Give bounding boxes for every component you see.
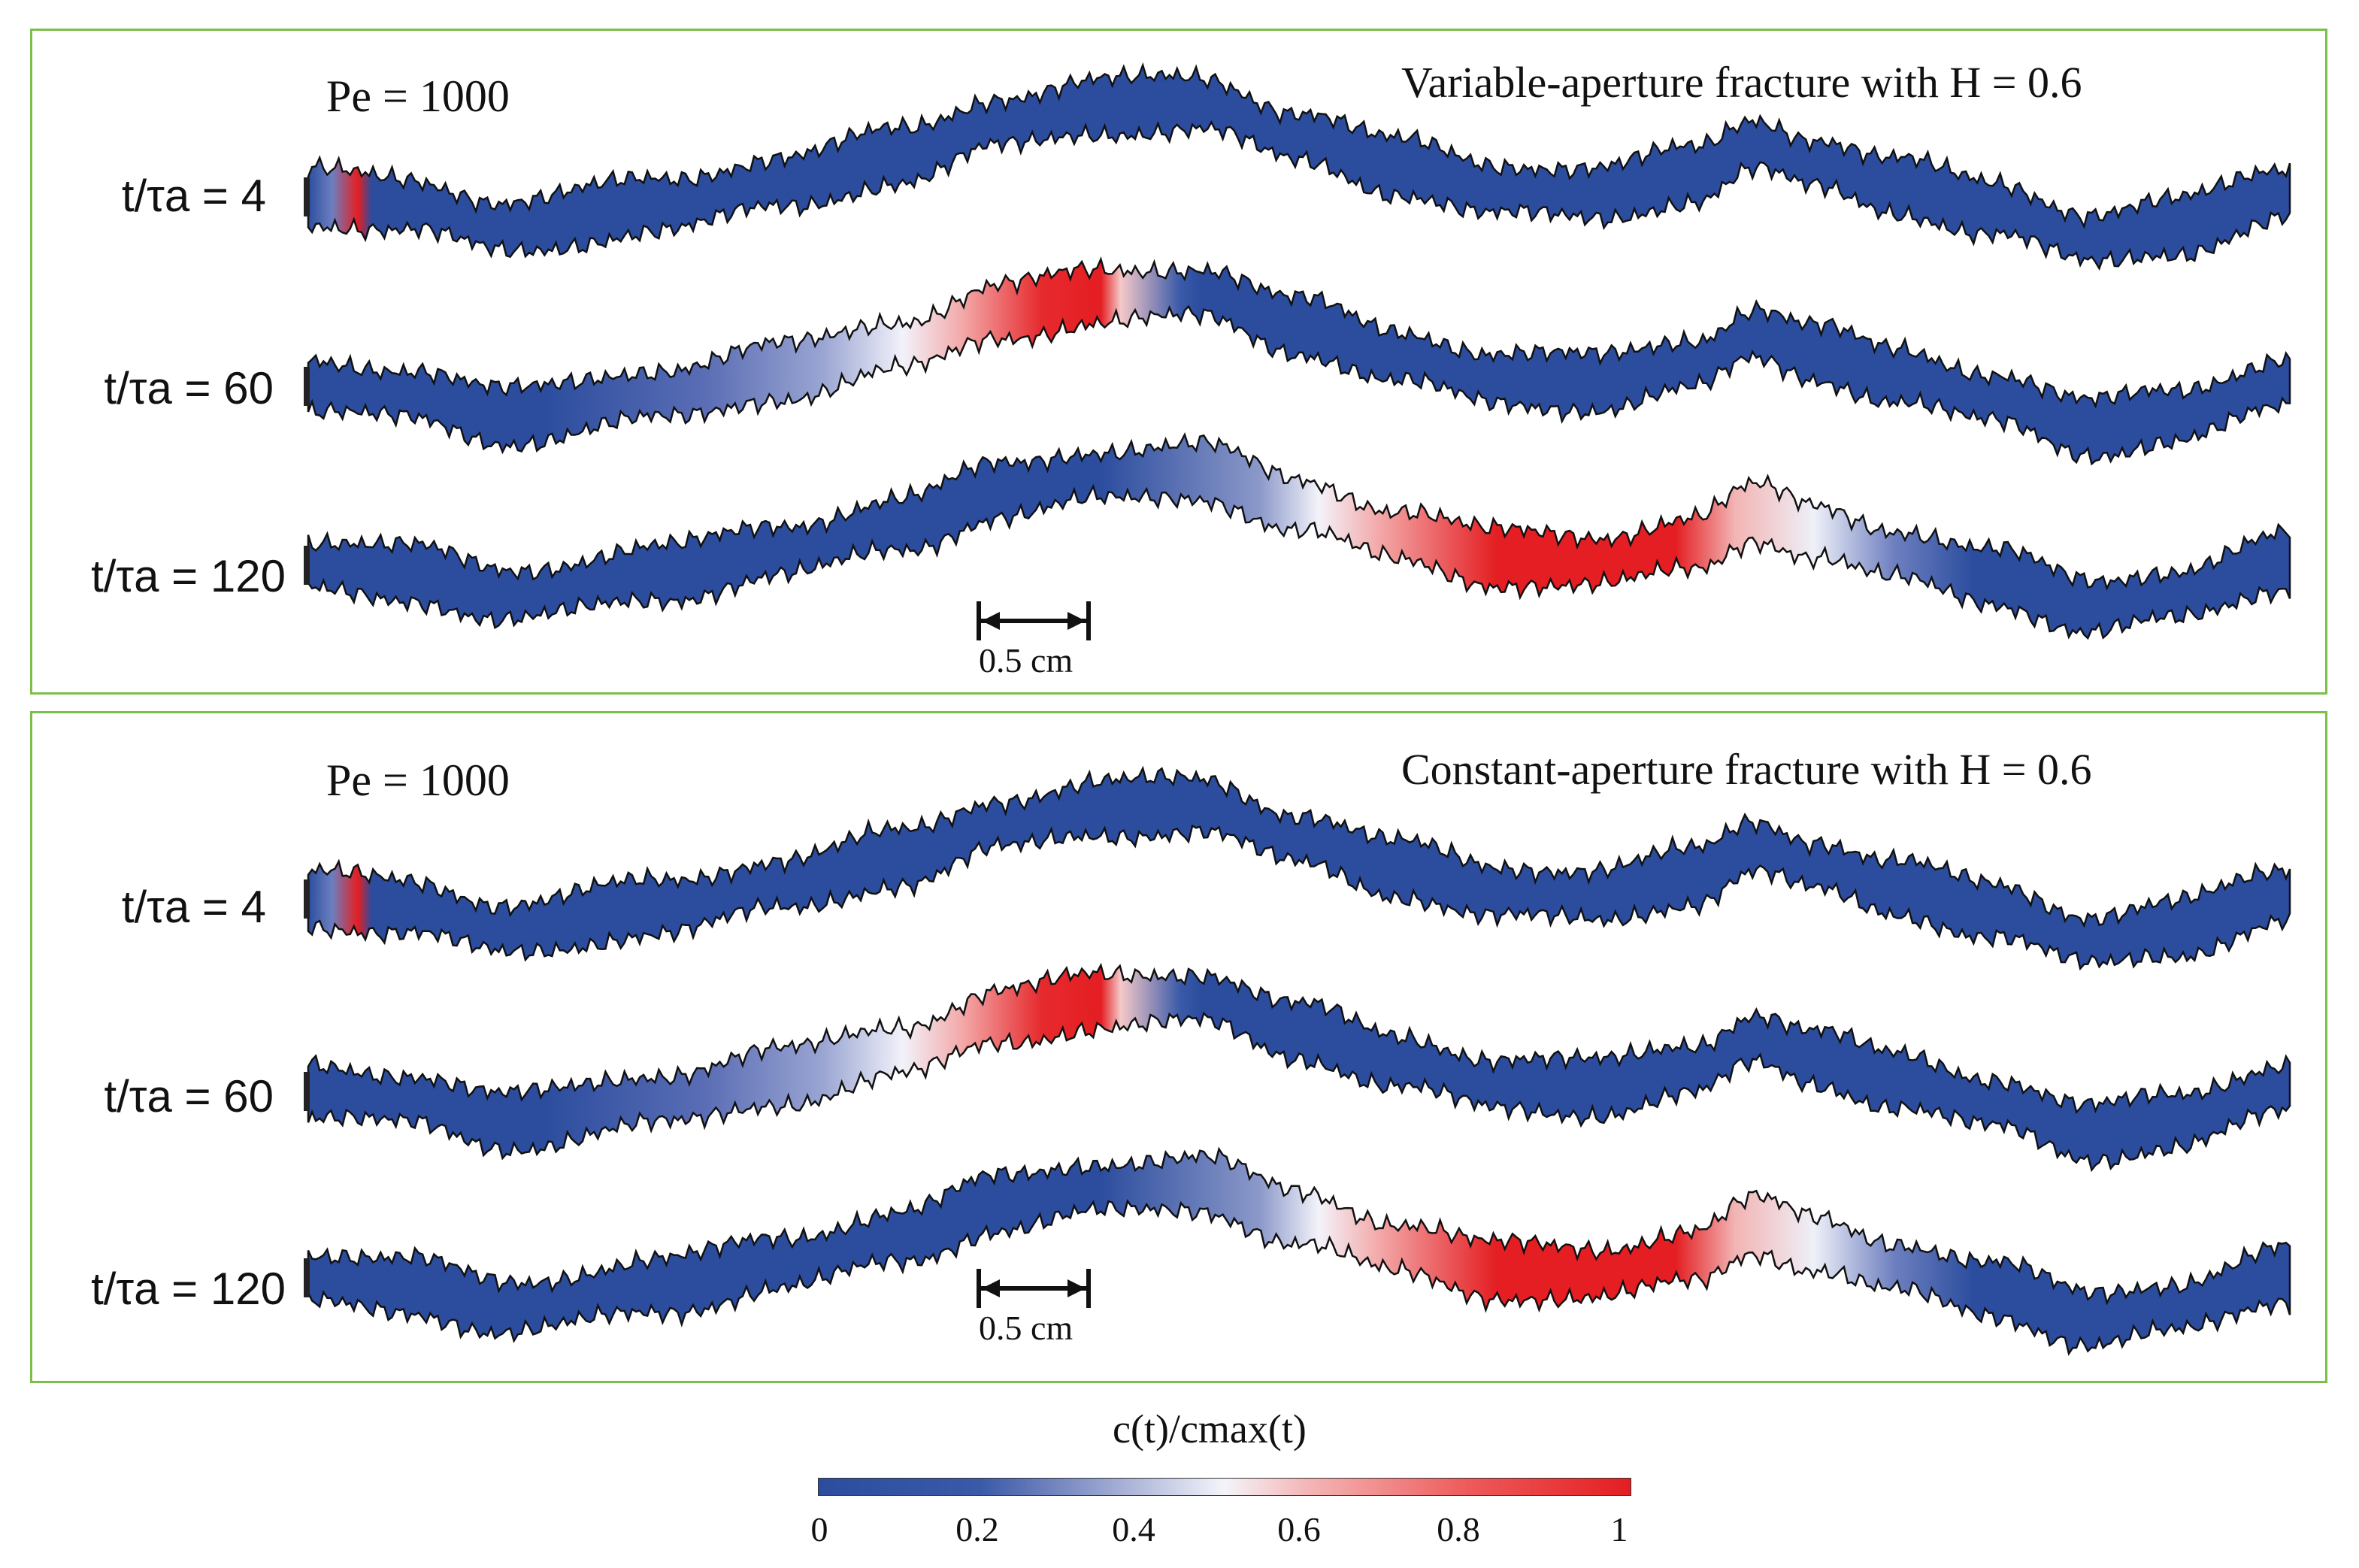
colorbar-tick: 1 bbox=[1610, 1510, 1628, 1548]
colorbar-tick: 0.4 bbox=[1112, 1510, 1155, 1548]
scale-label: 0.5 cm bbox=[979, 1309, 1074, 1347]
time-label-t60: t/τa = 60 bbox=[104, 1071, 274, 1122]
time-label-t60: t/τa = 60 bbox=[104, 363, 274, 413]
scale-bar-top bbox=[977, 601, 1091, 640]
fracture-inlet bbox=[304, 177, 310, 216]
pe-label: Pe = 1000 bbox=[326, 71, 510, 121]
fracture-strip-t60 bbox=[307, 256, 2291, 466]
fracture-strip-t120 bbox=[307, 1146, 2291, 1356]
fracture-inlet bbox=[304, 879, 310, 919]
colorbar-title: c(t)/cmax(t) bbox=[1113, 1406, 1307, 1451]
time-label-t120: t/τa = 120 bbox=[91, 1264, 286, 1314]
scale-arrow-right-icon bbox=[1067, 612, 1086, 630]
panel-title: Constant-aperture fracture with H = 0.6 bbox=[1401, 745, 2092, 794]
fracture-strip-t120 bbox=[307, 431, 2291, 640]
time-label-t4: t/τa = 4 bbox=[121, 171, 266, 221]
fracture-strip-t4 bbox=[307, 765, 2291, 971]
scale-arrow-right-icon bbox=[1067, 1279, 1086, 1297]
scale-label: 0.5 cm bbox=[979, 641, 1074, 680]
fracture-inlet bbox=[304, 1072, 310, 1111]
colorbar-tick: 0.2 bbox=[955, 1510, 999, 1548]
time-label-t4: t/τa = 4 bbox=[121, 882, 266, 932]
scale-arrow-left-icon bbox=[982, 612, 1000, 630]
scale-bar-bottom bbox=[977, 1269, 1091, 1308]
fracture-inlet bbox=[304, 367, 310, 406]
colorbar-tick: 0.6 bbox=[1277, 1510, 1321, 1548]
pe-label: Pe = 1000 bbox=[326, 755, 510, 805]
fracture-strip-t60 bbox=[307, 962, 2291, 1173]
colorbar-tick: 0.8 bbox=[1437, 1510, 1480, 1548]
panel-title: Variable-aperture fracture with H = 0.6 bbox=[1401, 58, 2082, 107]
colorbar-tick: 0 bbox=[810, 1510, 828, 1548]
fracture-strip-t4 bbox=[307, 62, 2291, 271]
fracture-inlet bbox=[304, 546, 310, 585]
fracture-inlet bbox=[304, 1258, 310, 1297]
time-label-t120: t/τa = 120 bbox=[91, 551, 286, 601]
scale-arrow-left-icon bbox=[982, 1279, 1000, 1297]
colorbar bbox=[818, 1478, 1631, 1496]
